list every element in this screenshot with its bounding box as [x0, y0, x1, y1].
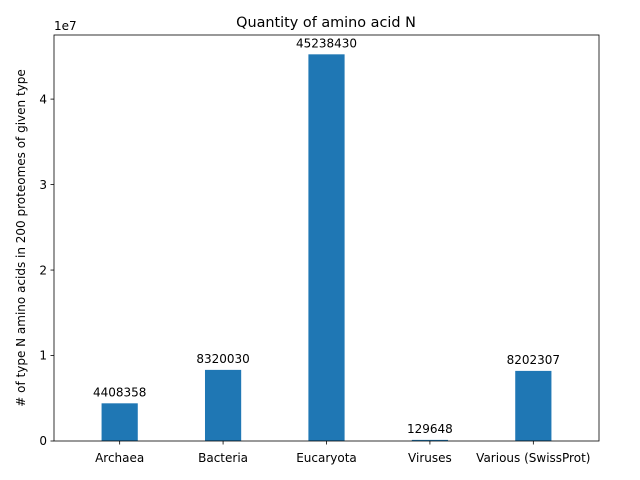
- data-label: 8202307: [507, 353, 560, 367]
- data-label: 4408358: [93, 385, 146, 399]
- y-tick-label: 0: [39, 434, 47, 448]
- bar: [308, 54, 345, 441]
- x-tick-label: Viruses: [408, 451, 452, 465]
- x-tick-label: Various (SwissProt): [476, 451, 590, 465]
- plot-area: 4408358 8320030 45238430 129648 8202307 Archa…: [39, 34, 600, 465]
- data-label: 45238430: [296, 36, 357, 50]
- bar: [101, 403, 138, 441]
- bar: [204, 369, 242, 441]
- chart-title: Quantity of amino acid N: [236, 15, 416, 31]
- y-axis-label: # of type N amino acids in 200 proteomes…: [14, 69, 28, 406]
- y-axis-offset-label: 1e7: [54, 19, 77, 33]
- x-tick-label: Eucaryota: [296, 451, 357, 465]
- data-label: 8320030: [196, 352, 249, 366]
- data-label: 129648: [407, 422, 453, 436]
- x-tick-label: Archaea: [95, 451, 144, 465]
- y-tick-label: 4: [39, 92, 47, 106]
- y-tick-label: 1: [39, 349, 47, 363]
- x-tick-label: Bacteria: [198, 451, 248, 465]
- y-tick-label: 3: [39, 178, 47, 192]
- bar: [515, 370, 552, 441]
- y-tick-label: 2: [39, 263, 47, 277]
- bar: [411, 439, 449, 441]
